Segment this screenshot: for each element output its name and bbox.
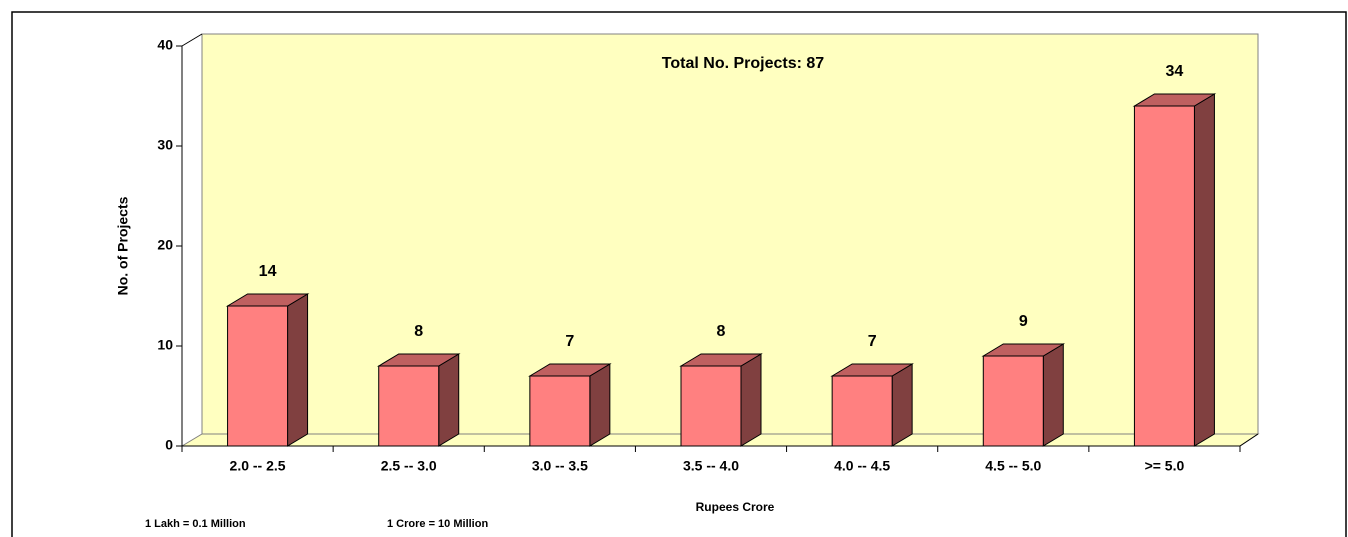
x-tick-label: 3.5 -- 4.0 xyxy=(683,458,739,474)
bar-front xyxy=(1133,105,1195,447)
y-tick-label: 30 xyxy=(157,137,173,153)
y-axis-label: No. of Projects xyxy=(115,196,131,295)
bar xyxy=(679,353,763,447)
bar xyxy=(981,343,1066,447)
bar-side xyxy=(287,293,309,447)
x-tick-label: 4.0 -- 4.5 xyxy=(834,458,890,474)
x-tick-label: 2.0 -- 2.5 xyxy=(230,458,286,474)
frame xyxy=(11,11,1347,537)
data-label: 34 xyxy=(1166,63,1184,80)
bar xyxy=(830,363,914,447)
bar-front xyxy=(378,365,440,447)
x-tick-label: 2.5 -- 3.0 xyxy=(381,458,437,474)
bar-front xyxy=(831,375,893,447)
data-label: 7 xyxy=(565,333,574,350)
y-tick-label: 40 xyxy=(157,37,173,53)
bar-side xyxy=(891,363,913,447)
footnote: 1 Crore = 10 Million xyxy=(387,518,488,530)
bar xyxy=(1132,93,1217,447)
bar-front xyxy=(227,305,289,447)
bar-side xyxy=(589,363,611,447)
x-axis-label: Rupees Crore xyxy=(696,500,775,514)
data-label: 14 xyxy=(259,263,277,280)
bar-side xyxy=(740,353,762,447)
x-tick-label: 4.5 -- 5.0 xyxy=(985,458,1041,474)
bar xyxy=(528,363,612,447)
bar-side xyxy=(1042,343,1064,447)
bar-side xyxy=(438,353,460,447)
bar-front xyxy=(529,375,591,447)
chart-title: Total No. Projects: 87 xyxy=(662,55,825,72)
y-tick-label: 0 xyxy=(165,437,173,453)
footnote: 1 Lakh = 0.1 Million xyxy=(145,518,246,530)
axis-edge xyxy=(181,33,203,47)
data-label: 8 xyxy=(717,323,726,340)
bar-front xyxy=(680,365,742,447)
data-label: 8 xyxy=(414,323,423,340)
data-label: 7 xyxy=(868,333,877,350)
data-label: 9 xyxy=(1019,313,1028,330)
bar xyxy=(225,293,310,447)
bar-side xyxy=(1193,93,1215,447)
x-tick-label: >= 5.0 xyxy=(1145,458,1185,474)
axis-edge xyxy=(1239,433,1259,447)
bar-front xyxy=(982,355,1044,447)
bar xyxy=(376,353,461,447)
y-tick-label: 10 xyxy=(157,337,173,353)
x-tick-label: 3.0 -- 3.5 xyxy=(532,458,588,474)
y-tick-label: 20 xyxy=(157,237,173,253)
